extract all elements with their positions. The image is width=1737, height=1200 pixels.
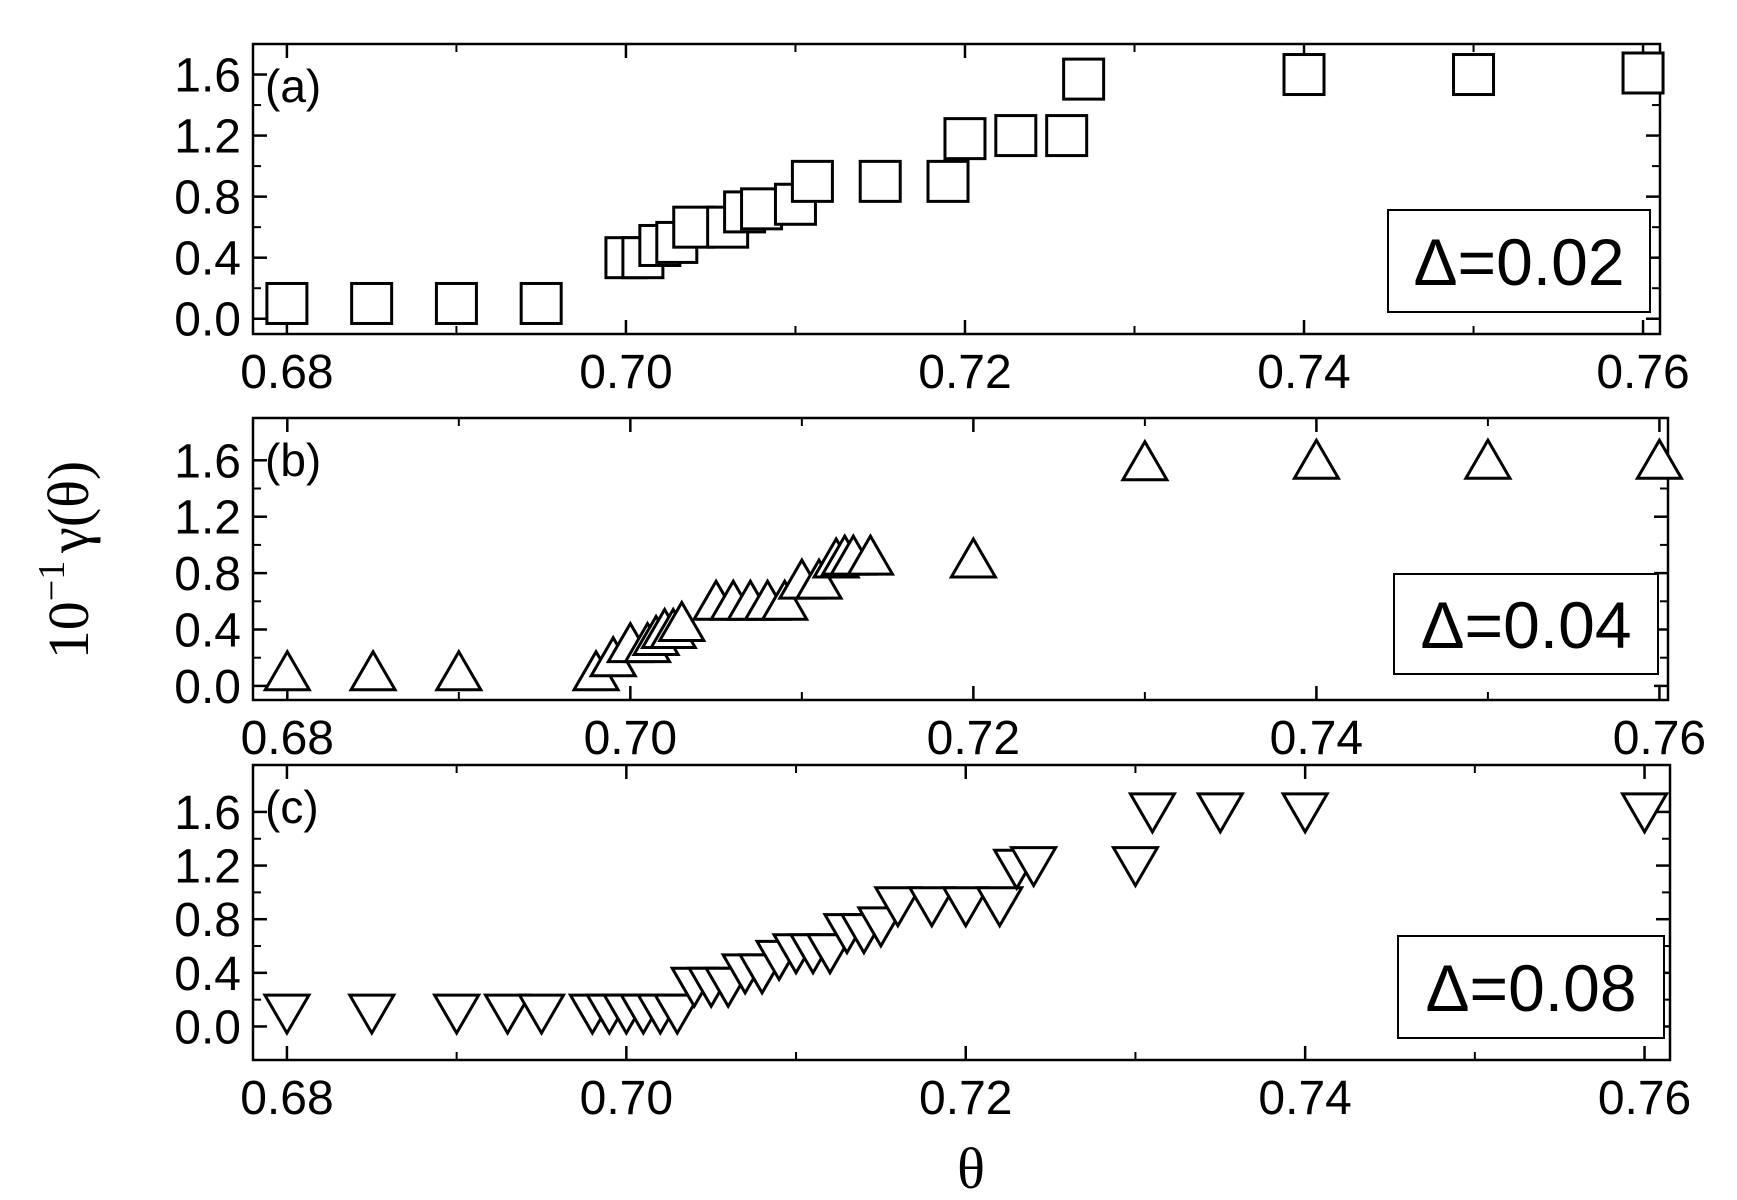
data-series: [265, 51, 1665, 325]
data-point-triangle-up: [1634, 437, 1685, 480]
x-tick-label: 0.70: [584, 712, 677, 765]
data-point-square: [994, 114, 1038, 158]
y-tick-label: 1.6: [174, 435, 241, 488]
x-tick-label: 0.70: [579, 346, 672, 399]
y-tick-label: 1.6: [174, 787, 241, 840]
panel-label: (b): [265, 434, 321, 486]
data-point-triangle-up: [845, 533, 896, 576]
data-point-square: [790, 159, 834, 203]
data-point-triangle-down: [262, 993, 312, 1037]
x-tick-label: 0.68: [240, 1072, 333, 1125]
delta-annotation: Δ=0.04: [1420, 588, 1631, 662]
data-point-triangle-up: [1291, 437, 1341, 480]
data-point-triangle-down: [652, 993, 702, 1037]
panel-2: 0.68 0.70 0.72 0.74 0.76 0.00.40.81.21.6 (b) Δ=…: [174, 416, 1706, 765]
data-point-triangle-down: [907, 886, 957, 929]
data-point-triangle-down: [873, 886, 923, 929]
data-point-triangle-down: [1280, 792, 1330, 835]
x-tick-label: 0.68: [240, 346, 333, 399]
y-tick-label: 1.2: [174, 111, 241, 164]
y-tick-label: 0.8: [174, 548, 241, 601]
plot-frame: [251, 42, 1662, 336]
x-tick-label: 0.76: [1598, 1072, 1691, 1125]
data-point-triangle-up: [348, 648, 398, 692]
data-point-triangle-down: [347, 993, 397, 1037]
delta-annotation: Δ=0.08: [1425, 951, 1636, 1025]
y-tick-label: 0.4: [174, 948, 241, 1001]
data-point-square: [943, 117, 987, 161]
x-tick-label: 0.74: [1258, 1072, 1351, 1125]
data-point-square: [350, 281, 394, 325]
delta-annotation-box: [1387, 209, 1651, 313]
data-point-square: [858, 159, 902, 203]
plot-frame: [251, 416, 1670, 702]
delta-annotation: Δ=0.02: [1413, 225, 1624, 299]
x-tick-label: 0.72: [919, 1072, 1012, 1125]
x-tick-label: 0.68: [241, 712, 334, 765]
panels: 0.68 0.70 0.72 0.74 0.760.00.40.81.21.6 (a)Δ=…: [174, 42, 1706, 1125]
data-point-triangle-down: [1127, 792, 1178, 835]
data-series: [262, 792, 1670, 1037]
data-point-triangle-down: [482, 993, 533, 1037]
data-point-square: [1621, 51, 1665, 95]
x-tick-label: 0.72: [927, 712, 1020, 765]
plot-frame: [251, 763, 1672, 1062]
data-point-square: [265, 281, 309, 325]
x-tick-label: 0.74: [1270, 712, 1363, 765]
y-axis-title-exponent: −1: [31, 561, 73, 601]
data-point-triangle-down: [1009, 846, 1059, 889]
y-tick-label: 1.2: [174, 492, 241, 545]
data-point-square: [1045, 114, 1089, 158]
x-tick-label: 0.70: [580, 1072, 673, 1125]
data-point-square: [1062, 57, 1106, 101]
data-point-triangle-up: [1463, 437, 1513, 480]
y-axis-title: 10−1 γ(θ): [31, 461, 101, 659]
x-tick-label: 0.76: [1596, 346, 1689, 399]
x-tick-label: 0.76: [1613, 712, 1706, 765]
data-point-triangle-down: [1195, 792, 1245, 835]
y-tick-label: 0.8: [174, 894, 241, 947]
panel-1: 0.68 0.70 0.72 0.74 0.76 0.0 0.4 0.8 1.2 1.6 (a) Δ=…: [174, 42, 1690, 399]
panel-label: (a): [265, 60, 321, 112]
data-point-triangle-up: [434, 648, 484, 692]
y-tick-label: 1.2: [174, 841, 241, 894]
data-point-triangle-up: [262, 648, 312, 692]
y-tick-label: 0.4: [174, 605, 241, 658]
data-point-triangle-down: [1619, 792, 1670, 835]
y-axis-title-symbol: γ(θ): [36, 461, 101, 554]
x-tick-label: 0.74: [1257, 346, 1350, 399]
data-point-triangle-up: [948, 536, 998, 579]
x-axis-title: θ: [957, 1136, 985, 1200]
data-point-triangle-down: [516, 993, 567, 1037]
x-tick-label: 0.72: [918, 346, 1011, 399]
delta-annotation-box: [1397, 935, 1665, 1039]
delta-annotation-box: [1393, 573, 1659, 675]
y-tick-label: 0.4: [174, 233, 241, 286]
data-point-triangle-down: [1110, 846, 1161, 889]
y-tick-label: 0.0: [174, 661, 241, 714]
data-point-square: [519, 281, 563, 325]
y-tick-label: 0.8: [174, 172, 241, 225]
y-axis-title-base: 10: [36, 601, 101, 659]
y-tick-label: 0.0: [174, 1001, 241, 1054]
data-series: [262, 437, 1685, 692]
panel-3: 0.68 0.70 0.72 0.74 0.76 0.00.40.81.21.6 (c) Δ=…: [174, 763, 1691, 1125]
data-point-triangle-down: [941, 886, 991, 929]
y-tick-label: 0.0: [174, 294, 241, 347]
panel-label: (c): [265, 781, 319, 833]
data-point-square: [434, 281, 478, 325]
data-point-triangle-up: [760, 578, 810, 621]
data-point-triangle-up: [1120, 438, 1170, 482]
data-point-triangle-up: [657, 599, 707, 642]
data-point-square: [1452, 53, 1496, 97]
data-point-triangle-up: [794, 557, 844, 600]
data-point-triangle-down: [975, 886, 1025, 929]
data-point-triangle-down: [432, 993, 482, 1037]
data-point-square: [926, 159, 970, 203]
y-tick-label: 1.6: [174, 50, 241, 103]
data-point-square: [1282, 53, 1326, 97]
